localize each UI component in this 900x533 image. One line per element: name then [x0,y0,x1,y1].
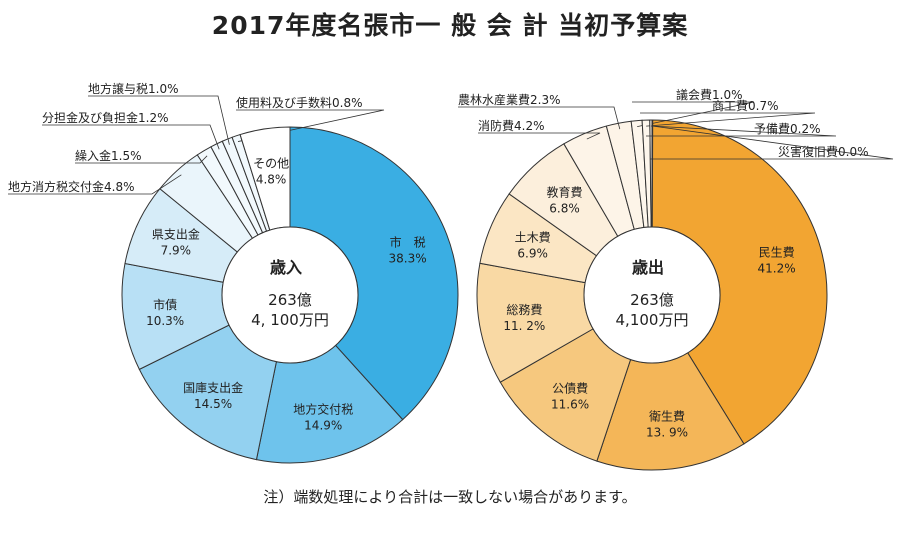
donut-center-amount-unit: 4, 100万円 [251,311,329,329]
slice-annotation: 繰入金1.5% [75,148,142,163]
slice-value-label: 11.6% [551,397,589,411]
donut-center-amount: 263億 [630,291,674,309]
slice-annotation: 議会費1.0% [676,87,743,102]
slice-annotation: 商工費0.7% [712,98,779,113]
donut-center-title: 歳出 [632,258,664,277]
slice-value-label: 6.8% [549,201,580,215]
slice-value-label: 6.9% [517,247,548,261]
slice-annotation: 災害復旧費0.0% [778,144,869,159]
slice-value-label: 4.8% [256,172,287,186]
slice-label: その他 [253,156,289,170]
slice-label: 総務費 [506,302,542,317]
slice-annotation: 使用料及び手数料0.8% [236,95,363,110]
leader-line [478,132,601,140]
slice-value-label: 7.9% [161,244,192,258]
leader-line [458,106,621,130]
leader-line [8,174,182,195]
slice-value-label: 13. 9% [646,426,688,440]
donut-center [583,226,721,364]
leader-line [42,124,220,150]
slice-value-label: 10.3% [146,314,184,328]
slice-annotation: 地方消方税交付金4.8% [8,179,135,194]
donut-center-amount: 263億 [268,291,312,309]
slice-value-label: 14.9% [304,419,342,433]
expenditure-donut: 民生費 41.2% 衛生費 13. 9% 公債費 11.6% 総務費 11. 2% 土木費 6.9… [458,87,894,471]
slice-annotation: 農林水産業費2.3% [458,92,561,107]
donut-center-amount-unit: 4,100万円 [616,311,689,329]
leader-line [650,125,894,160]
leader-line [640,112,816,127]
pie-slice [651,119,654,228]
slice-value-label: 41.2% [758,262,796,276]
slice-value-label: 14.5% [194,397,232,411]
slice-label: 民生費 [759,245,795,260]
slice-label: 地方交付税 [293,402,353,417]
leader-line [646,125,837,137]
slice-value-label: 11. 2% [503,319,545,333]
slice-label: 市 税 [390,235,426,250]
slice-label: 市債 [153,297,177,312]
slice-annotation: 地方譲与税1.0% [88,81,179,96]
leader-line [75,155,208,164]
revenue-donut: 市 税 38.3% 地方交付税 14.9% 国庫支出金 14.5% 市債 10.3% 県支出金 7… [8,81,459,464]
footnote: 注）端数処理により合計は一致しない場合があります。 [263,488,637,506]
slice-label: 教育費 [547,184,583,199]
slice-annotation: 消防費4.2% [478,118,545,133]
slice-label: 県支出金 [152,227,200,242]
slice-label: 公債費 [552,380,588,395]
slice-annotation: 分担金及び負担金1.2% [42,110,169,125]
slice-label: 土木費 [515,230,551,245]
slice-label: 衛生費 [649,409,685,424]
slice-value-label: 38.3% [389,252,427,266]
leader-line [632,101,755,128]
slice-label: 国庫支出金 [183,380,243,395]
donut-center [221,226,359,364]
leader-line [88,95,230,145]
donut-center-title: 歳入 [270,258,302,277]
chart-title: 2017年度名張市一 般 会 計 当初予算案 [211,11,689,40]
